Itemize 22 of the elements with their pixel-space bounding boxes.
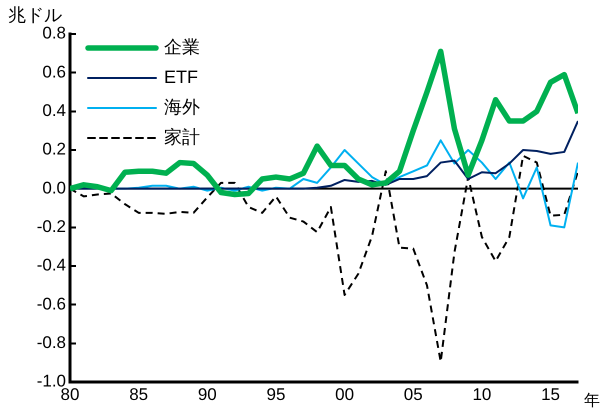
legend-label: 企業 bbox=[164, 36, 200, 57]
y-tick-label: -0.6 bbox=[36, 294, 66, 314]
legend-label: ETF bbox=[164, 66, 198, 87]
x-tick-label: 00 bbox=[335, 384, 354, 404]
y-tick-label: 0.2 bbox=[42, 140, 66, 159]
y-tick-label: 0.6 bbox=[42, 62, 66, 82]
y-tick-label: -0.4 bbox=[36, 256, 66, 275]
x-tick-label: 95 bbox=[266, 384, 286, 404]
y-tick-label: 0.4 bbox=[42, 101, 66, 120]
x-tick-label: 10 bbox=[472, 384, 492, 404]
x-tick-label: 15 bbox=[541, 384, 560, 404]
x-axis-title: 年 bbox=[584, 392, 600, 410]
x-tick-label: 90 bbox=[198, 384, 217, 404]
x-tick-label: 05 bbox=[404, 384, 423, 404]
y-axis-title: 兆ドル bbox=[8, 4, 62, 25]
legend-label: 海外 bbox=[164, 96, 200, 117]
y-tick-label: -0.2 bbox=[36, 217, 66, 236]
y-tick-label: 0.0 bbox=[42, 178, 66, 198]
y-tick-label: -0.8 bbox=[36, 333, 66, 352]
y-tick-label: 0.8 bbox=[42, 24, 66, 43]
x-tick-label: 85 bbox=[129, 384, 148, 404]
legend-label: 家計 bbox=[164, 126, 200, 147]
